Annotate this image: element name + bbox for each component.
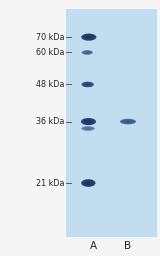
Ellipse shape — [83, 82, 92, 87]
Text: 60 kDa: 60 kDa — [36, 48, 64, 57]
Ellipse shape — [83, 127, 93, 130]
Text: 36 kDa: 36 kDa — [36, 117, 64, 126]
Text: 21 kDa: 21 kDa — [36, 178, 64, 188]
Ellipse shape — [85, 127, 91, 130]
Ellipse shape — [81, 82, 94, 87]
Ellipse shape — [85, 83, 91, 86]
Ellipse shape — [85, 35, 93, 39]
Text: A: A — [90, 241, 97, 251]
Text: 70 kDa: 70 kDa — [36, 33, 64, 42]
Ellipse shape — [83, 119, 94, 124]
Ellipse shape — [124, 120, 132, 123]
Ellipse shape — [85, 181, 92, 185]
Text: 48 kDa: 48 kDa — [36, 80, 64, 89]
Ellipse shape — [84, 51, 90, 54]
Ellipse shape — [83, 180, 94, 186]
Ellipse shape — [83, 51, 91, 54]
Ellipse shape — [81, 126, 95, 131]
Ellipse shape — [81, 34, 96, 41]
Ellipse shape — [83, 35, 95, 40]
Ellipse shape — [81, 179, 96, 187]
Bar — [66, 9, 157, 237]
Ellipse shape — [81, 118, 96, 125]
Ellipse shape — [122, 120, 134, 124]
Ellipse shape — [120, 119, 136, 124]
Ellipse shape — [85, 120, 92, 123]
Text: B: B — [124, 241, 132, 251]
Ellipse shape — [82, 50, 93, 55]
